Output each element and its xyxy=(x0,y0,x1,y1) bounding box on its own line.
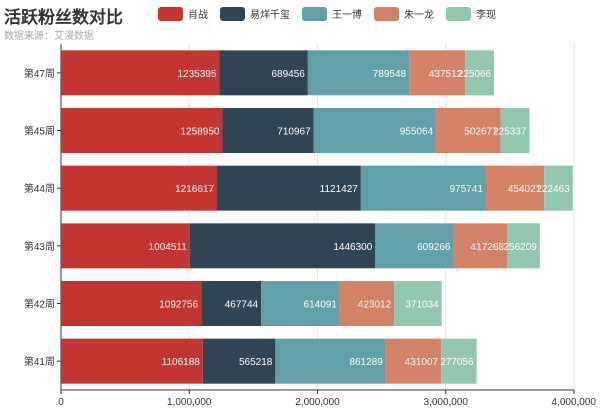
bar-value-label: 1235395 xyxy=(178,69,217,80)
x-tick-label: 1,000,000 xyxy=(167,397,212,408)
legend-item[interactable]: 王一博 xyxy=(302,6,362,21)
bar-segment xyxy=(261,281,340,326)
y-category-label: 第45周 xyxy=(24,125,55,138)
bar-segment xyxy=(544,165,573,211)
x-tick-label: 3,000,000 xyxy=(424,397,469,408)
bar-segment xyxy=(441,338,477,384)
bar-value-label: 437512 xyxy=(429,69,463,80)
bar-value-label: 1216617 xyxy=(175,184,214,195)
bar-value-label: 1121427 xyxy=(320,184,359,195)
bar-value-label: 609266 xyxy=(417,242,451,253)
bar-segment xyxy=(189,223,376,269)
bar-value-label: 789548 xyxy=(373,69,407,80)
bar-segment xyxy=(201,281,262,326)
bar-value-label: 1004511 xyxy=(149,242,188,253)
legend-label: 朱一龙 xyxy=(404,10,434,21)
bar-value-label: 1106188 xyxy=(162,357,201,368)
bar-segment xyxy=(500,108,530,153)
bar-value-label: 431007 xyxy=(405,357,439,368)
bar-value-label: 502677 xyxy=(464,127,498,138)
bar-value-label: 1258950 xyxy=(181,127,220,138)
bar-value-label: 225066 xyxy=(458,69,492,80)
chart-title: 活跃粉丝数对比 xyxy=(4,8,123,27)
bar-segment xyxy=(409,50,466,96)
legend-swatch xyxy=(446,6,471,21)
y-category-label: 第47周 xyxy=(24,67,55,80)
bar-segment xyxy=(436,108,501,153)
bar-segment xyxy=(385,338,442,384)
bar-segment xyxy=(61,338,203,384)
bar-segment xyxy=(375,223,454,269)
bar-value-label: 1092756 xyxy=(159,300,198,311)
legend-item[interactable]: 李现 xyxy=(446,6,496,21)
x-tick-label: 2,000,000 xyxy=(295,397,340,408)
legend-label: 李现 xyxy=(476,10,496,21)
y-category-label: 第41周 xyxy=(24,355,55,368)
legend-item[interactable]: 肖战 xyxy=(158,6,208,21)
bar-segment xyxy=(465,50,495,96)
y-category-label: 第42周 xyxy=(24,298,55,311)
chart-subtitle: 数据来源：艾漫数据 xyxy=(4,31,94,42)
bar-segment xyxy=(394,281,442,326)
bar-segment xyxy=(360,165,486,211)
legend-swatch xyxy=(220,6,245,21)
bar-segment xyxy=(61,108,223,153)
bar-segment xyxy=(313,108,437,153)
legend-label: 肖战 xyxy=(188,10,208,21)
bar-segment xyxy=(339,281,395,326)
bar-segment xyxy=(219,50,308,96)
bar-value-label: 1446300 xyxy=(333,242,372,253)
bar-value-label: 689456 xyxy=(271,69,305,80)
bar-value-label: 417268 xyxy=(471,242,505,253)
legend-swatch xyxy=(158,6,183,21)
bar-segment xyxy=(506,223,540,269)
bar-value-label: 955064 xyxy=(400,127,434,138)
bar-value-label: 454021 xyxy=(508,184,542,195)
y-category-label: 第44周 xyxy=(24,182,55,195)
legend-swatch xyxy=(302,6,327,21)
bar-segment xyxy=(61,281,202,326)
bar-segment xyxy=(61,165,218,211)
legend-item[interactable]: 朱一龙 xyxy=(374,6,434,21)
legend-item[interactable]: 易烊千玺 xyxy=(220,6,290,21)
bar-segment xyxy=(485,165,545,211)
legend-swatch xyxy=(374,6,399,21)
bar-segment xyxy=(222,108,314,153)
bar-value-label: 710967 xyxy=(277,127,311,138)
legend: 肖战 易烊千玺 王一博 朱一龙 李现 xyxy=(158,6,496,21)
bar-value-label: 614091 xyxy=(304,300,338,311)
bar-value-label: 225337 xyxy=(493,127,527,138)
x-tick-label: 0 xyxy=(58,397,64,408)
bar-value-label: 861289 xyxy=(349,357,383,368)
bar-value-label: 256209 xyxy=(503,242,537,253)
bar-segment xyxy=(61,50,220,96)
y-category-label: 第43周 xyxy=(24,240,55,253)
bar-segment xyxy=(275,338,386,384)
bar-value-label: 371034 xyxy=(405,300,439,311)
bar-segment xyxy=(61,223,190,269)
legend-label: 王一博 xyxy=(332,10,362,21)
bar-value-label: 975741 xyxy=(450,184,484,195)
bar-value-label: 565218 xyxy=(239,357,273,368)
legend-label: 易烊千玺 xyxy=(250,10,290,21)
bar-value-label: 467744 xyxy=(225,300,259,311)
x-tick-label: 4,000,000 xyxy=(552,397,597,408)
bar-value-label: 222463 xyxy=(536,184,570,195)
bar-value-label: 423012 xyxy=(358,300,392,311)
bar-segment xyxy=(202,338,276,384)
bar-segment xyxy=(217,165,361,211)
bar-segment xyxy=(453,223,507,269)
bar-value-label: 277056 xyxy=(440,357,474,368)
bar-segment xyxy=(307,50,410,96)
